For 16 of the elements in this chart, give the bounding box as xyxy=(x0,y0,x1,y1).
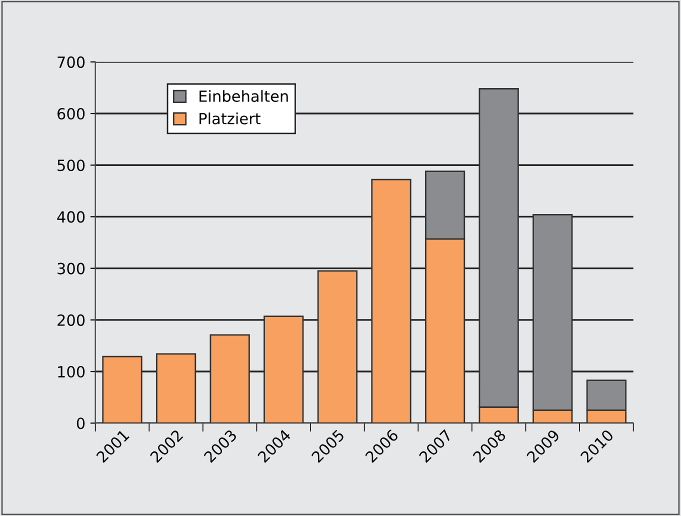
y-tick-label: 100 xyxy=(58,366,85,378)
legend-label: Platziert xyxy=(200,112,260,124)
y-tick-label: 500 xyxy=(58,160,85,172)
y-tick-label: 300 xyxy=(58,262,85,274)
bar xyxy=(371,178,412,424)
bar xyxy=(317,270,358,424)
y-tick-label: 600 xyxy=(58,108,85,120)
bar xyxy=(210,334,250,424)
y-tick-label: 700 xyxy=(58,56,85,68)
bar xyxy=(156,353,196,424)
bar xyxy=(264,316,304,424)
y-tick-label: 400 xyxy=(57,211,85,223)
legend-label: Einbehalten xyxy=(200,90,288,102)
bar xyxy=(102,356,142,424)
y-tick-label: 0 xyxy=(76,418,85,430)
y-tick-label: 200 xyxy=(58,314,85,326)
